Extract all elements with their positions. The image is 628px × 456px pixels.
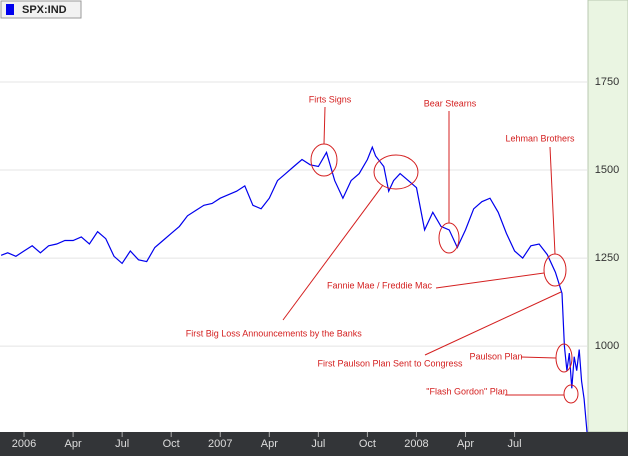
y-tick-label: 1250: [595, 252, 619, 264]
annotation-circle: [555, 343, 573, 373]
annotation-circle: [310, 143, 338, 177]
annotation-circle: [563, 384, 579, 404]
grid: [0, 81, 587, 347]
annotation-text: Lehman Brothers: [505, 133, 575, 143]
annotation-text: First Paulson Plan Sent to Congress: [317, 358, 463, 368]
x-tick-label: Oct: [163, 438, 180, 450]
annotations: Firts Signs Bear Stearns Lehman Brothers Fa…: [186, 94, 579, 404]
annotation-connector: [435, 272, 545, 289]
y-axis-panel: [587, 0, 628, 433]
legend-box: [0, 0, 82, 19]
x-tick-label: 2008: [404, 438, 428, 450]
annotation-text: Firts Signs: [309, 94, 352, 104]
annotation-text: "Flash Gordon" Plan: [426, 386, 507, 396]
annotation-text: First Big Loss: [186, 328, 241, 338]
y-tick-label: 1750: [595, 76, 619, 88]
annotation-connector: [424, 291, 562, 356]
annotation-connector: [323, 106, 326, 145]
legend-label: SPX:IND: [22, 4, 67, 16]
legend-swatch: [6, 4, 14, 15]
x-tick-label: Apr: [65, 438, 82, 450]
annotation-text: Fannie Mae / Freddie Mac: [327, 280, 433, 290]
annotation-circle: [543, 253, 567, 287]
series-line: [0, 145, 588, 433]
x-tick-label: Apr: [261, 438, 278, 450]
annotation-text: Bear Stearns: [424, 98, 477, 108]
annotation-circle: [373, 154, 419, 190]
annotation-text: Announcements by the Banks: [242, 328, 362, 338]
legend: SPX:IND: [0, 0, 82, 19]
annotation-text: Paulson Plan: [469, 351, 522, 361]
x-tick-label: Jul: [115, 438, 129, 450]
annotation-connector: [549, 146, 556, 255]
x-tick-label: 2007: [208, 438, 232, 450]
annotation-connector: [282, 184, 384, 321]
annotation-circle: [438, 222, 460, 254]
x-tick-label: Jul: [508, 438, 522, 450]
y-tick-label: 1500: [595, 164, 619, 176]
plot: [0, 145, 588, 433]
x-tick-label: Apr: [457, 438, 474, 450]
x-axis-band: [0, 432, 628, 456]
x-tick-label: Jul: [311, 438, 325, 450]
y-tick-label: 1000: [595, 340, 619, 352]
x-tick-label: 2006: [12, 438, 36, 450]
annotation-connector: [520, 356, 557, 359]
x-tick-label: Oct: [359, 438, 376, 450]
